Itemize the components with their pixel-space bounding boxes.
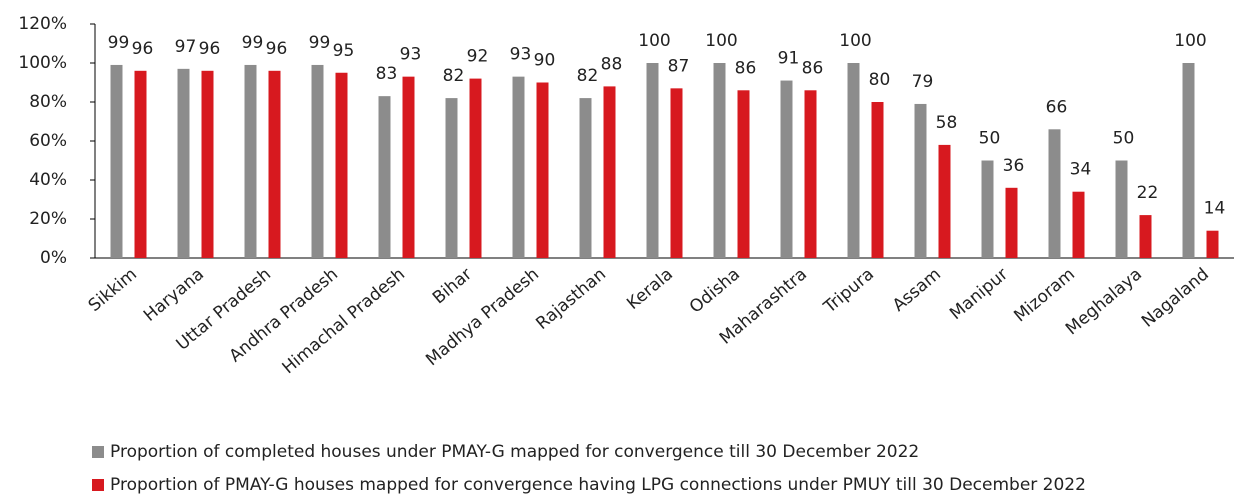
data-label: 87 xyxy=(668,56,690,76)
x-tick-label: Sikkim xyxy=(85,264,141,316)
x-tick-label: Bihar xyxy=(429,264,476,308)
bar xyxy=(737,90,750,258)
data-label: 96 xyxy=(199,39,221,59)
data-label: 93 xyxy=(510,45,532,65)
bar xyxy=(804,90,817,258)
data-label: 50 xyxy=(979,129,1001,149)
bar xyxy=(201,70,214,258)
y-tick-label: 60% xyxy=(29,131,67,151)
data-label: 50 xyxy=(1113,129,1135,149)
bar xyxy=(311,64,324,258)
data-label: 58 xyxy=(936,113,958,133)
data-label: 80 xyxy=(869,70,891,90)
bar xyxy=(603,86,616,259)
legend-swatch xyxy=(92,479,104,491)
y-tick-label: 80% xyxy=(29,92,67,112)
data-label: 96 xyxy=(266,39,288,59)
y-tick-label: 0% xyxy=(40,248,67,268)
data-label: 83 xyxy=(376,64,398,84)
bar xyxy=(847,63,860,258)
data-label: 86 xyxy=(802,58,824,78)
data-label: 100 xyxy=(1174,31,1206,51)
data-label: 79 xyxy=(912,72,934,92)
bar xyxy=(335,72,348,258)
bar xyxy=(177,68,190,258)
bar xyxy=(1048,129,1061,258)
bar xyxy=(713,63,726,258)
bar xyxy=(1072,191,1085,258)
x-tick-label: Assam xyxy=(889,264,945,316)
bar xyxy=(1005,187,1018,258)
data-label: 34 xyxy=(1070,160,1092,180)
bar xyxy=(670,88,683,258)
data-label: 100 xyxy=(705,31,737,51)
data-label: 96 xyxy=(132,39,154,59)
data-label: 99 xyxy=(242,33,264,53)
x-tick-label: Himachal Pradesh xyxy=(279,264,409,378)
data-label: 86 xyxy=(735,58,757,78)
bar xyxy=(445,98,458,258)
data-label: 14 xyxy=(1204,199,1226,219)
x-tick-label: Mizoram xyxy=(1010,264,1079,326)
bar xyxy=(110,64,123,258)
bar xyxy=(646,63,659,258)
bar xyxy=(268,70,281,258)
data-label: 90 xyxy=(534,51,556,71)
bar xyxy=(914,103,927,258)
bar xyxy=(780,80,793,258)
data-label: 22 xyxy=(1137,183,1159,203)
y-tick-label: 40% xyxy=(29,170,67,190)
x-tick-label: Odisha xyxy=(686,264,744,317)
x-tick-label: Manipur xyxy=(946,264,1012,324)
x-tick-label: Tripura xyxy=(819,264,877,318)
bar xyxy=(402,76,415,259)
bar xyxy=(378,96,391,259)
bar xyxy=(134,70,147,258)
bar xyxy=(579,98,592,258)
data-label: 93 xyxy=(400,45,422,65)
y-tick-label: 120% xyxy=(18,14,67,34)
legend-label: Proportion of PMAY-G houses mapped for c… xyxy=(110,475,1086,495)
x-tick-label: Rajasthan xyxy=(532,264,610,334)
data-label: 97 xyxy=(175,37,197,57)
bar xyxy=(1182,63,1195,258)
bar xyxy=(871,102,884,258)
bar xyxy=(938,144,951,258)
bar xyxy=(512,76,525,259)
data-label: 82 xyxy=(577,66,599,86)
bar xyxy=(1206,230,1219,258)
bar xyxy=(1139,215,1152,258)
data-label: 100 xyxy=(839,31,871,51)
data-label: 92 xyxy=(467,47,489,67)
x-tick-label: Nagaland xyxy=(1138,264,1213,331)
bar xyxy=(981,160,994,258)
legend-swatch xyxy=(92,446,104,458)
data-label: 82 xyxy=(443,66,465,86)
data-label: 99 xyxy=(108,33,130,53)
bar xyxy=(1115,160,1128,258)
data-label: 91 xyxy=(778,49,800,69)
bar xyxy=(536,82,549,258)
data-label: 88 xyxy=(601,54,623,74)
x-tick-label: Kerala xyxy=(623,264,677,314)
data-label: 66 xyxy=(1046,97,1068,117)
y-tick-label: 100% xyxy=(18,53,67,73)
bar xyxy=(244,64,257,258)
x-tick-label: Madhya Pradesh xyxy=(422,264,543,370)
legend-label: Proportion of completed houses under PMA… xyxy=(110,442,919,462)
data-label: 99 xyxy=(309,33,331,53)
data-label: 100 xyxy=(638,31,670,51)
data-label: 36 xyxy=(1003,156,1025,176)
y-tick-label: 20% xyxy=(29,209,67,229)
data-label: 95 xyxy=(333,41,355,61)
bar xyxy=(469,78,482,258)
x-tick-label: Haryana xyxy=(140,264,208,326)
